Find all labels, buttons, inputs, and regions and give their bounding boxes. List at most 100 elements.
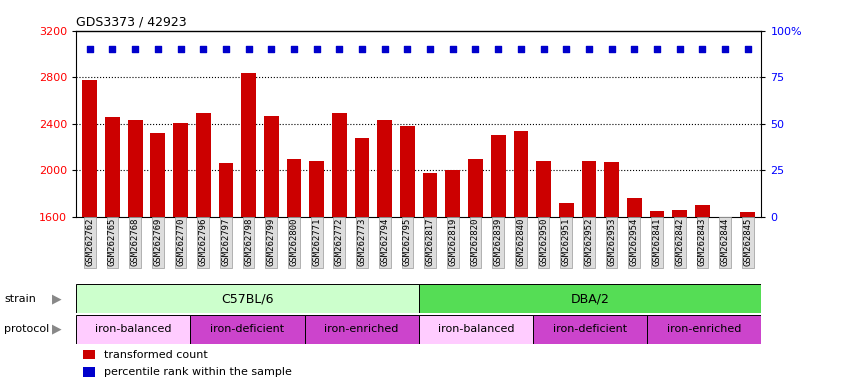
Bar [83, 367, 96, 377]
Text: GSM262844: GSM262844 [721, 218, 729, 266]
Bar [76, 315, 190, 344]
Bar [423, 173, 437, 384]
Bar [195, 113, 211, 384]
Bar [419, 315, 533, 344]
Point [559, 46, 573, 52]
Text: GSM262773: GSM262773 [358, 218, 366, 266]
Bar [446, 170, 460, 384]
Point [469, 46, 482, 52]
Point [378, 46, 392, 52]
Point [265, 46, 278, 52]
Text: percentile rank within the sample: percentile rank within the sample [103, 367, 291, 377]
Point [219, 46, 233, 52]
Text: GSM262841: GSM262841 [652, 218, 662, 266]
Point [83, 46, 96, 52]
Bar [332, 113, 347, 384]
Point [514, 46, 528, 52]
Text: GSM262797: GSM262797 [222, 218, 230, 266]
Bar [491, 136, 506, 384]
Bar [533, 315, 647, 344]
Text: GSM262839: GSM262839 [494, 218, 503, 266]
Text: GSM262765: GSM262765 [108, 218, 117, 266]
Bar [419, 284, 761, 313]
Text: iron-balanced: iron-balanced [437, 324, 514, 334]
Point [173, 46, 187, 52]
Text: GSM262840: GSM262840 [516, 218, 525, 266]
Bar [241, 73, 256, 384]
Point [741, 46, 755, 52]
Text: C57BL/6: C57BL/6 [221, 292, 274, 305]
Bar [581, 161, 596, 384]
Bar [627, 199, 642, 384]
Text: GSM262795: GSM262795 [403, 218, 412, 266]
Bar [310, 161, 324, 384]
Point [196, 46, 210, 52]
Point [651, 46, 664, 52]
Text: iron-deficient: iron-deficient [553, 324, 627, 334]
Text: GSM262842: GSM262842 [675, 218, 684, 266]
Bar [128, 120, 142, 384]
Bar [717, 217, 733, 384]
Text: GDS3373 / 42923: GDS3373 / 42923 [76, 15, 187, 28]
Text: GSM262762: GSM262762 [85, 218, 94, 266]
Point [401, 46, 415, 52]
Point [332, 46, 346, 52]
Text: transformed count: transformed count [103, 349, 207, 359]
Text: GSM262794: GSM262794 [380, 218, 389, 266]
Bar [514, 131, 528, 384]
Bar [76, 284, 419, 313]
Point [106, 46, 119, 52]
Bar [377, 120, 392, 384]
Text: iron-balanced: iron-balanced [95, 324, 172, 334]
Bar [354, 138, 370, 384]
Point [492, 46, 505, 52]
Text: iron-enriched: iron-enriched [325, 324, 398, 334]
Text: GSM262798: GSM262798 [244, 218, 253, 266]
Text: GSM262772: GSM262772 [335, 218, 343, 266]
Text: GSM262951: GSM262951 [562, 218, 571, 266]
Bar [173, 122, 188, 384]
Bar [695, 205, 710, 384]
Text: iron-enriched: iron-enriched [667, 324, 741, 334]
Text: ▶: ▶ [52, 292, 62, 305]
Point [537, 46, 551, 52]
Bar [287, 159, 301, 384]
Bar [604, 162, 619, 384]
Text: GSM262953: GSM262953 [607, 218, 616, 266]
Point [628, 46, 641, 52]
Text: GSM262820: GSM262820 [471, 218, 480, 266]
Point [695, 46, 709, 52]
Bar [218, 164, 233, 384]
Text: GSM262817: GSM262817 [426, 218, 435, 266]
Bar [673, 210, 687, 384]
Point [287, 46, 300, 52]
Point [242, 46, 255, 52]
Point [446, 46, 459, 52]
Text: GSM262770: GSM262770 [176, 218, 185, 266]
Point [718, 46, 732, 52]
Bar [83, 350, 96, 359]
Text: GSM262954: GSM262954 [629, 218, 639, 266]
Text: GSM262771: GSM262771 [312, 218, 321, 266]
Text: GSM262796: GSM262796 [199, 218, 208, 266]
Bar [650, 211, 664, 384]
Text: GSM262768: GSM262768 [130, 218, 140, 266]
Bar [105, 117, 120, 384]
Bar [151, 133, 165, 384]
Text: GSM262769: GSM262769 [153, 218, 162, 266]
Text: strain: strain [4, 293, 36, 304]
Text: GSM262950: GSM262950 [539, 218, 548, 266]
Bar [559, 203, 574, 384]
Point [582, 46, 596, 52]
Point [151, 46, 165, 52]
Point [355, 46, 369, 52]
Text: iron-deficient: iron-deficient [211, 324, 284, 334]
Point [310, 46, 323, 52]
Point [423, 46, 437, 52]
Text: GSM262952: GSM262952 [585, 218, 593, 266]
Point [605, 46, 618, 52]
Bar [82, 79, 97, 384]
Point [129, 46, 142, 52]
Text: protocol: protocol [4, 324, 49, 334]
Text: GSM262843: GSM262843 [698, 218, 707, 266]
